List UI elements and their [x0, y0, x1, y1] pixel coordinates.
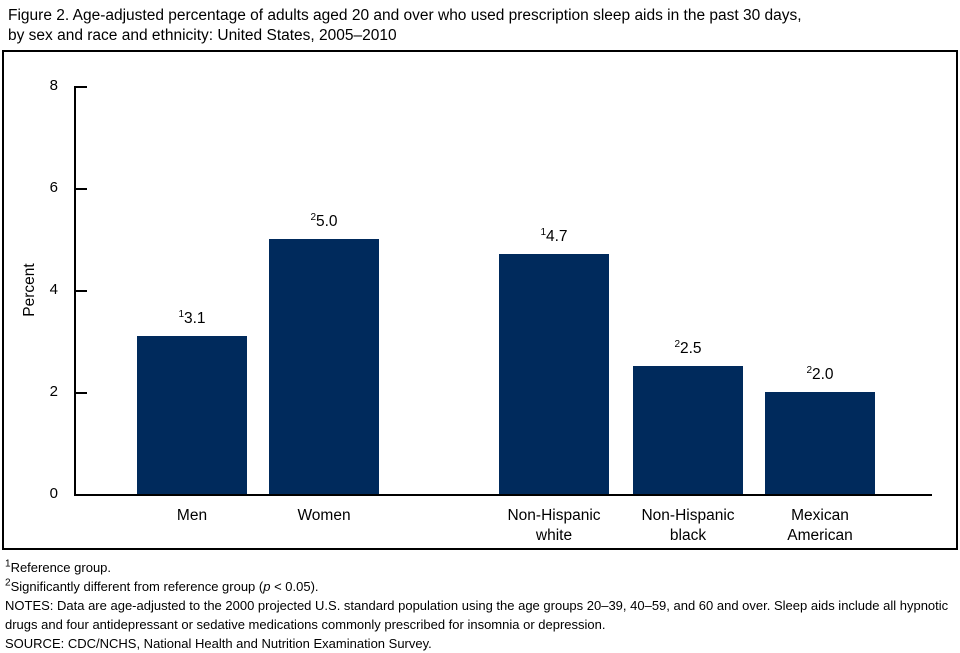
footnote-line: 2Significantly different from reference …: [5, 577, 952, 596]
bar-value-label-non-hispanic-white: 14.7: [540, 226, 568, 245]
y-axis-tick: [74, 86, 87, 88]
bar-mexican-american: [765, 392, 875, 494]
x-category-label-men: Men: [176, 507, 208, 524]
y-tick-label: 6: [49, 179, 58, 196]
y-tick-label: 0: [49, 485, 58, 502]
y-axis-tick: [74, 392, 87, 394]
footnote-text: p: [263, 579, 271, 594]
y-tick-label: 4: [49, 281, 58, 298]
x-category-label-non-hispanic-white: Non-Hispanic white: [507, 507, 601, 544]
footnote-marker: 2: [5, 577, 11, 589]
footnote-text: Significantly different from reference g…: [10, 579, 264, 594]
footnote-line: 1Reference group.: [5, 558, 952, 577]
footnote-marker: 2: [806, 364, 812, 376]
x-axis-line: [74, 494, 932, 496]
footnote-text: NOTES: Data are age-adjusted to the 2000…: [5, 598, 949, 632]
footnote-marker: 1: [5, 558, 11, 570]
bar-value-label-women: 25.0: [310, 211, 338, 230]
footnote-marker: 2: [674, 338, 680, 350]
y-tick-label: 8: [49, 77, 58, 94]
x-category-label-women: Women: [297, 507, 351, 524]
y-axis-tick: [74, 188, 87, 190]
bar-non-hispanic-white: [499, 254, 609, 494]
y-tick-label: 2: [49, 383, 58, 400]
bar-men: [137, 336, 247, 494]
bar-value-label-men: 13.1: [178, 308, 206, 327]
bar-non-hispanic-black: [633, 366, 743, 494]
footnote-line: SOURCE: CDC/NCHS, National Health and Nu…: [5, 634, 952, 653]
y-axis-tick: [74, 290, 87, 292]
footnote-text: Reference group.: [10, 560, 112, 575]
x-category-label-mexican-american: Mexican American: [787, 507, 853, 544]
footnote-text: < 0.05).: [270, 579, 319, 594]
bar-women: [269, 239, 379, 494]
figure-title: Figure 2. Age-adjusted percentage of adu…: [8, 7, 802, 44]
footnotes: 1Reference group. 2Significantly differen…: [5, 558, 952, 653]
x-category-label-non-hispanic-black: Non-Hispanic black: [641, 507, 735, 544]
plot-area: Percent 0 2 4 6 8 13.1 Men 25.0 Women 14.7 Non-His…: [2, 50, 958, 550]
footnote-line: NOTES: Data are age-adjusted to the 2000…: [5, 596, 952, 634]
footnote-text: SOURCE: CDC/NCHS, National Health and Nu…: [5, 636, 432, 651]
footnote-marker: 1: [540, 226, 546, 238]
footnote-marker: 1: [178, 308, 184, 320]
bar-value-label-mexican-american: 22.0: [806, 364, 834, 383]
footnote-marker: 2: [310, 211, 316, 223]
bar-value-label-non-hispanic-black: 22.5: [674, 338, 702, 357]
